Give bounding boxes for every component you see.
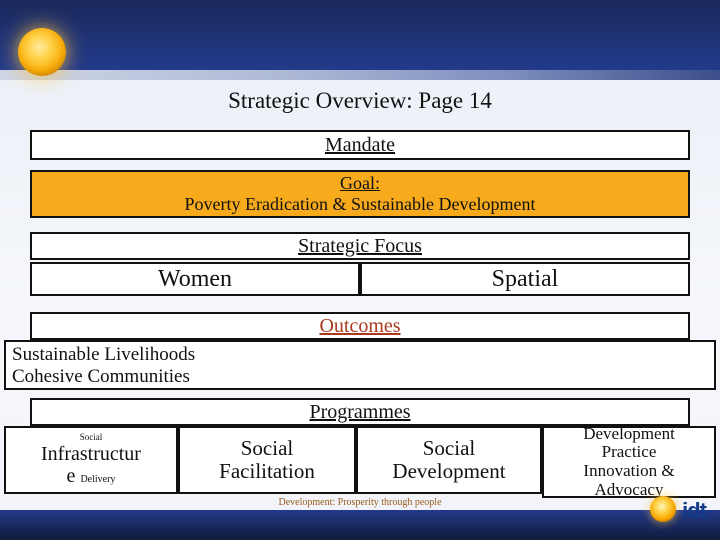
outcomes-line-1: Sustainable Livelihoods	[12, 344, 195, 366]
prog1-bot-suffix: Delivery	[80, 474, 115, 485]
programme-development-practice: Development Practice Innovation & Advoca…	[542, 426, 716, 498]
programmes-label: Programmes	[309, 401, 410, 424]
gradient-band	[0, 70, 720, 80]
outcomes-header: Outcomes	[30, 312, 690, 340]
programme-social-development: Social Development	[356, 426, 542, 494]
sf-left-text: Women	[158, 266, 232, 293]
prog1-bot-prefix: e	[67, 465, 76, 487]
prog1-bot: e Delivery	[67, 465, 116, 487]
prog3-line1: Social	[423, 437, 476, 460]
footer-caption: Development: Prosperity through people	[0, 497, 720, 508]
mandate-box: Mandate	[30, 130, 690, 160]
outcomes-label: Outcomes	[319, 315, 400, 338]
idt-logo: idt	[650, 496, 706, 522]
sun-icon	[18, 28, 66, 76]
programme-social-facilitation: Social Facilitation	[178, 426, 356, 494]
programmes-header: Programmes	[30, 398, 690, 426]
prog1-top: Social	[80, 433, 103, 443]
prog4-line3: Innovation &	[583, 462, 674, 481]
header-band	[0, 0, 720, 70]
logo-text-letters: idt	[682, 498, 706, 523]
logo-text: idt	[682, 500, 706, 522]
prog4-line2: Practice	[602, 443, 657, 462]
goal-text: Poverty Eradication & Sustainable Develo…	[185, 194, 536, 215]
prog4-line1: Development	[583, 425, 675, 444]
sf-right-text: Spatial	[492, 266, 559, 293]
prog2-line1: Social	[241, 437, 294, 460]
strategic-focus-header: Strategic Focus	[30, 232, 690, 260]
goal-heading: Goal:	[340, 173, 380, 194]
prog2-line2: Facilitation	[219, 460, 315, 483]
goal-box: Goal: Poverty Eradication & Sustainable …	[30, 170, 690, 218]
prog1-mid: Infrastructur	[41, 443, 141, 465]
outcomes-line-2: Cohesive Communities	[12, 366, 195, 388]
prog3-line2: Development	[392, 460, 505, 483]
strategic-focus-label: Strategic Focus	[298, 235, 422, 258]
mandate-label: Mandate	[325, 134, 395, 157]
strategic-focus-women: Women	[30, 262, 360, 296]
page-title: Strategic Overview: Page 14	[0, 88, 720, 114]
strategic-focus-spatial: Spatial	[360, 262, 690, 296]
programme-social-infrastructure: Social Infrastructur e Delivery	[4, 426, 178, 494]
footer-band	[0, 510, 720, 540]
outcomes-body: Sustainable Livelihoods Cohesive Communi…	[4, 340, 716, 390]
logo-sun-icon	[650, 496, 676, 522]
